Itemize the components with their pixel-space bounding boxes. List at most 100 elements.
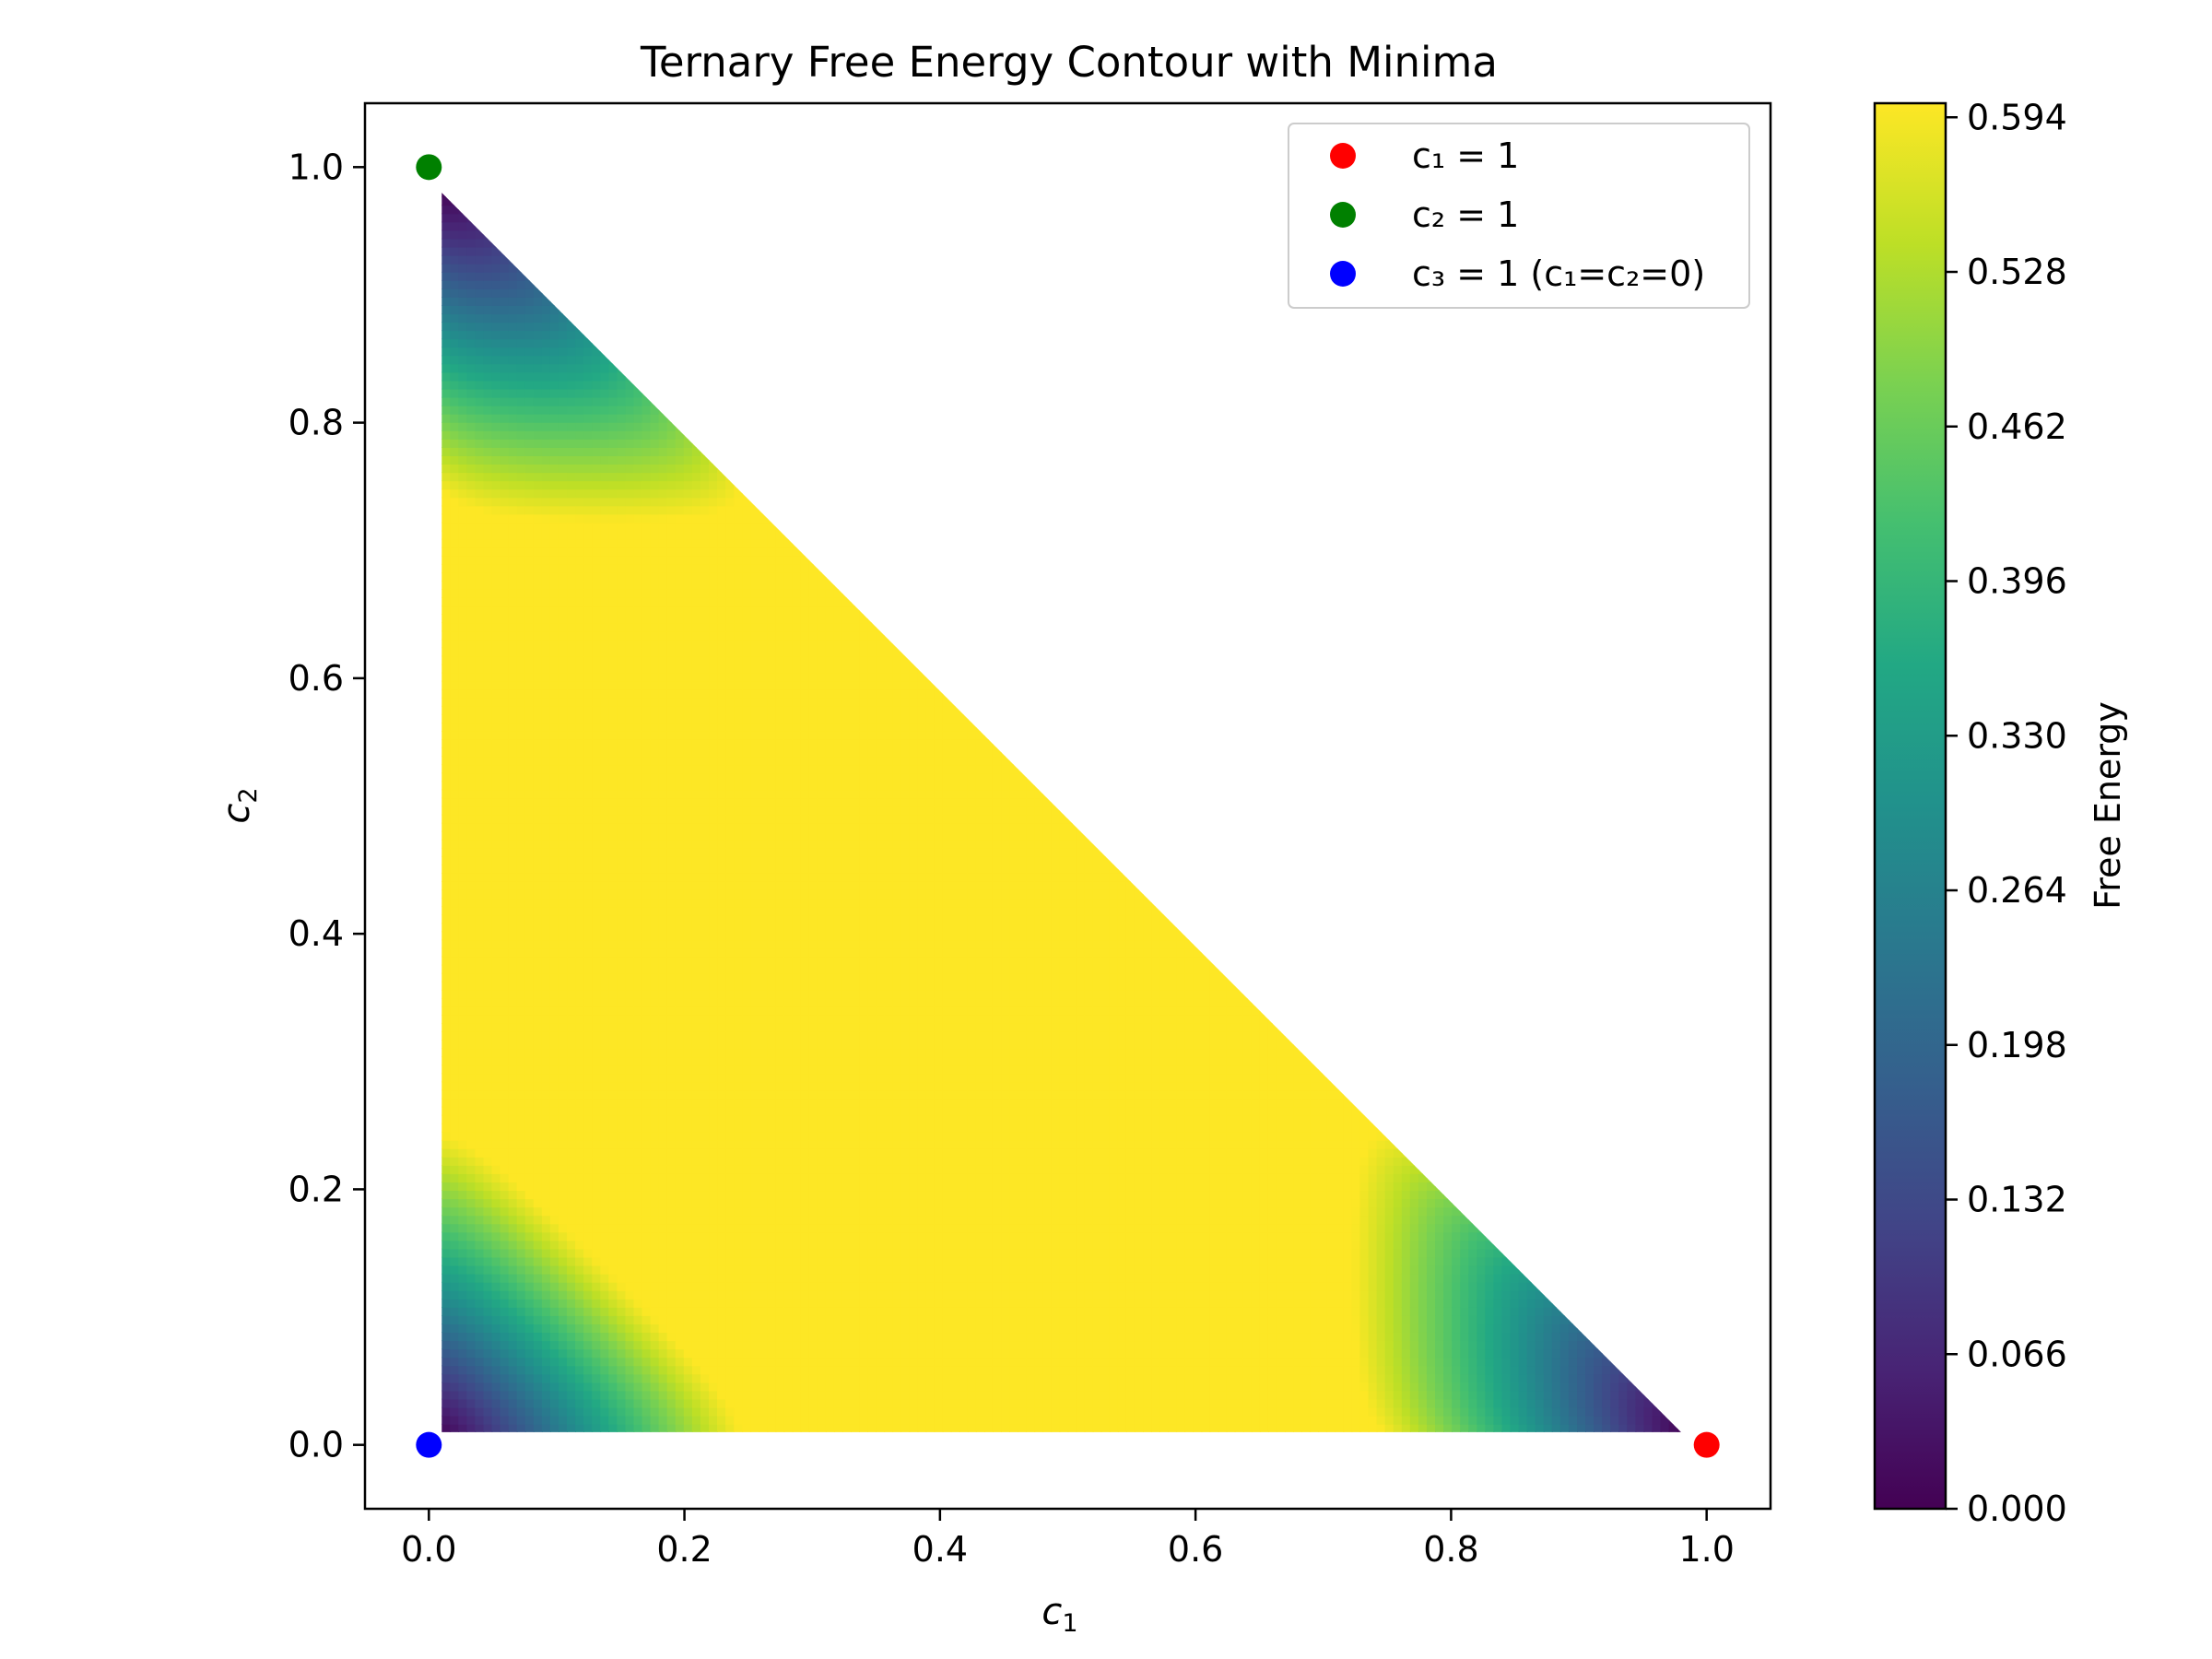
heatmap-cell — [508, 722, 518, 732]
heatmap-cell — [725, 1182, 735, 1192]
heatmap-cell — [558, 513, 568, 524]
heatmap-cell — [700, 722, 710, 732]
heatmap-cell — [575, 906, 585, 916]
heatmap-cell — [458, 196, 468, 206]
heatmap-cell — [734, 797, 744, 807]
heatmap-cell — [625, 756, 635, 766]
heatmap-cell — [734, 1348, 744, 1359]
heatmap-cell — [641, 705, 652, 715]
heatmap-cell — [466, 205, 477, 215]
heatmap-cell — [441, 1031, 452, 1041]
heatmap-cell — [675, 1281, 685, 1291]
heatmap-cell — [691, 947, 701, 958]
heatmap-cell — [500, 1073, 510, 1083]
heatmap-cell — [633, 789, 643, 799]
heatmap-cell — [475, 1382, 485, 1392]
heatmap-cell — [491, 1131, 501, 1141]
heatmap-cell — [691, 688, 701, 699]
heatmap-cell — [458, 1123, 468, 1133]
heatmap-cell — [491, 530, 501, 540]
heatmap-cell — [567, 571, 577, 582]
heatmap-cell — [641, 1098, 652, 1108]
heatmap-cell — [575, 355, 585, 365]
heatmap-cell — [683, 1406, 693, 1417]
heatmap-cell — [641, 956, 652, 966]
heatmap-cell — [742, 1056, 752, 1066]
heatmap-cell — [558, 1248, 568, 1258]
heatmap-cell — [700, 939, 710, 949]
heatmap-cell — [458, 864, 468, 874]
heatmap-cell — [541, 464, 551, 474]
heatmap-cell — [575, 764, 585, 774]
heatmap-cell — [549, 1156, 559, 1166]
heatmap-cell — [567, 597, 577, 607]
heatmap-cell — [450, 371, 460, 382]
heatmap-cell — [650, 513, 660, 524]
heatmap-cell — [441, 1139, 452, 1149]
heatmap-cell — [541, 1198, 551, 1208]
heatmap-cell — [666, 847, 677, 857]
heatmap-cell — [650, 931, 660, 941]
heatmap-cell — [750, 513, 760, 524]
heatmap-cell — [625, 497, 635, 507]
heatmap-cell — [583, 380, 594, 390]
heatmap-cell — [717, 931, 727, 941]
heatmap-cell — [717, 989, 727, 999]
heatmap-cell — [500, 1324, 510, 1334]
heatmap-cell — [709, 1031, 718, 1041]
heatmap-cell — [558, 1231, 568, 1241]
heatmap-cell — [734, 505, 744, 515]
heatmap-cell — [600, 622, 610, 632]
heatmap-cell — [608, 647, 618, 657]
heatmap-cell — [583, 639, 594, 649]
heatmap-cell — [491, 1048, 501, 1058]
heatmap-cell — [617, 981, 627, 991]
heatmap-cell — [558, 697, 568, 707]
heatmap-cell — [725, 688, 735, 699]
heatmap-cell — [691, 1198, 701, 1208]
heatmap-cell — [666, 1031, 677, 1041]
heatmap-cell — [441, 1040, 452, 1050]
heatmap-cell — [575, 655, 585, 665]
heatmap-cell — [600, 864, 610, 874]
heatmap-cell — [483, 898, 493, 908]
heatmap-cell — [558, 580, 568, 590]
heatmap-cell — [600, 413, 610, 423]
heatmap-cell — [709, 680, 718, 690]
heatmap-cell — [583, 405, 594, 415]
heatmap-cell — [717, 814, 727, 824]
heatmap-cell — [524, 589, 535, 598]
heatmap-cell — [625, 1415, 635, 1425]
heatmap-cell — [734, 597, 744, 607]
heatmap-cell — [483, 522, 493, 532]
heatmap-cell — [742, 855, 752, 865]
heatmap-cell — [524, 380, 535, 390]
heatmap-cell — [524, 597, 535, 607]
heatmap-cell — [734, 705, 744, 715]
heatmap-cell — [717, 898, 727, 908]
heatmap-cell — [500, 797, 510, 807]
heatmap-cell — [617, 1190, 627, 1200]
heatmap-cell — [567, 513, 577, 524]
heatmap-cell — [508, 513, 518, 524]
heatmap-cell — [483, 246, 493, 256]
heatmap-cell — [691, 1365, 701, 1375]
heatmap-cell — [450, 1089, 460, 1100]
heatmap-cell — [583, 1089, 594, 1100]
heatmap-cell — [734, 480, 744, 490]
heatmap-cell — [675, 947, 685, 958]
heatmap-cell — [508, 839, 518, 849]
heatmap-cell — [700, 1273, 710, 1283]
heatmap-cell — [500, 447, 510, 456]
heatmap-cell — [500, 1056, 510, 1066]
heatmap-cell — [583, 338, 594, 348]
heatmap-cell — [600, 1223, 610, 1233]
heatmap-cell — [500, 380, 510, 390]
heatmap-cell — [516, 429, 526, 440]
heatmap-cell — [608, 680, 618, 690]
heatmap-cell — [666, 1098, 677, 1108]
heatmap-cell — [450, 1223, 460, 1233]
heatmap-cell — [508, 1073, 518, 1083]
heatmap-cell — [658, 1198, 668, 1208]
heatmap-cell — [567, 1098, 577, 1108]
